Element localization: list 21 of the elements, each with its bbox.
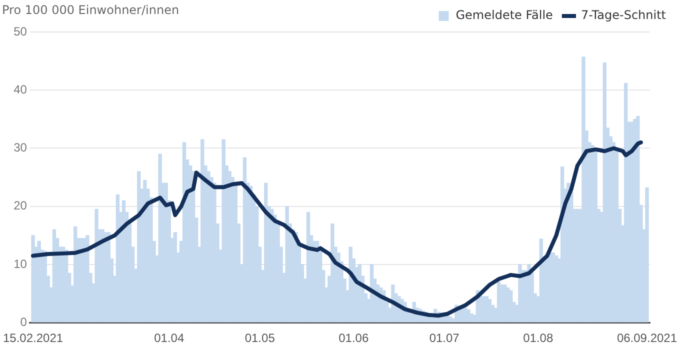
bar — [466, 309, 470, 322]
x-tick-label: 01.06 — [338, 331, 369, 346]
bar — [348, 246, 352, 322]
x-tick-label: 01.07 — [429, 331, 460, 346]
y-tick-label: 10 — [14, 256, 28, 271]
y-tick-label: 0 — [20, 314, 28, 329]
y-tick-label: 30 — [14, 140, 28, 155]
x-tick-label: 01.04 — [154, 331, 184, 346]
x-tick-label: 15.02.2021 — [2, 331, 64, 346]
x-tick-label: 01.08 — [523, 331, 554, 346]
bar — [636, 116, 640, 322]
y-tick-label: 40 — [14, 82, 28, 96]
bar — [285, 206, 289, 322]
y-axis-title: Pro 100 000 Einwohner/innen — [2, 3, 180, 17]
y-tick-label: 50 — [14, 24, 28, 38]
x-tick-label: 01.05 — [244, 331, 276, 346]
x-tick-label: 06.09.2021 — [616, 331, 678, 346]
legend-label: 7-Tage-Schnitt — [580, 8, 666, 22]
y-tick-label: 20 — [14, 198, 28, 213]
legend-label: Gemeldete Fälle — [456, 8, 553, 22]
bar — [645, 187, 649, 322]
